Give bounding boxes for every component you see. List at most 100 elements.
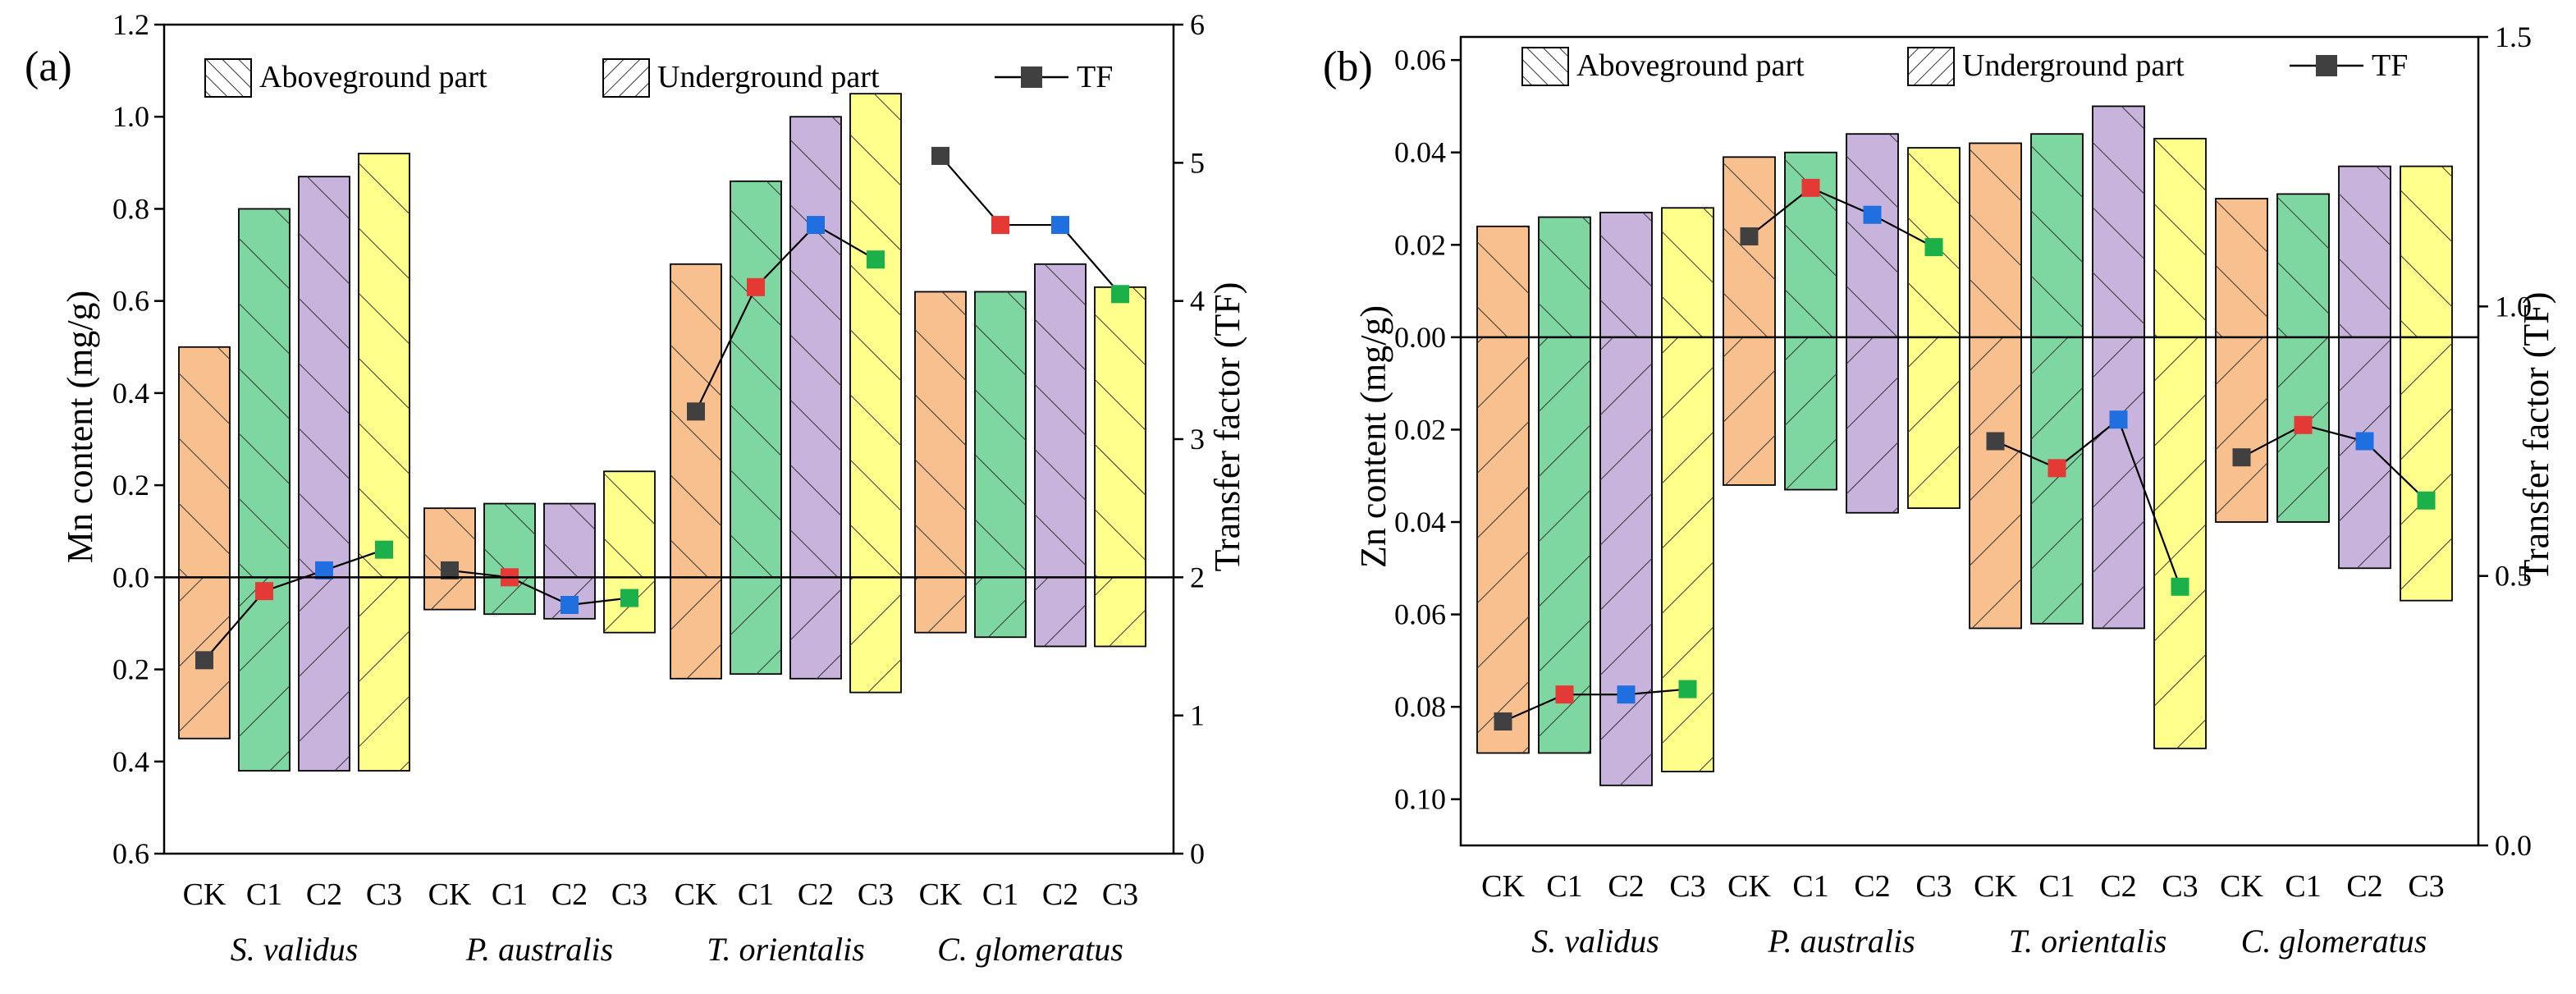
bar-aboveground-hatch [915,291,966,578]
tf-point [2171,577,2189,596]
x-tick-label: C2 [798,877,834,912]
y2-tick-label: 1.0 [2495,290,2532,323]
x-tick-label: C2 [1854,869,1890,904]
x-tick-label: C1 [982,877,1018,912]
tf-point [1494,712,1512,731]
tf-series-line [1503,688,1688,722]
x-tick-label: C1 [2038,869,2075,904]
tf-point [1555,685,1574,704]
x-tick-label: C1 [1792,869,1828,904]
bar-aboveground-hatch [2216,199,2267,337]
y-tick-label: 0.02 [1394,413,1446,446]
y2-tick-label: 1.5 [2495,21,2532,53]
bar-aboveground-hatch [1970,143,2021,337]
y2-axis-label: Transfer factor (TF) [1207,282,1247,572]
bar-aboveground-hatch [1723,157,1775,337]
x-tick-label: CK [2220,869,2263,904]
bar-underground-hatch [790,577,841,679]
bar-underground-hatch [1539,337,1590,754]
tf-series-line [940,155,1121,295]
tf-point [1051,216,1069,235]
y2-axis-label: Transfer factor (TF) [2516,292,2556,582]
bar-aboveground-hatch [179,346,230,578]
tf-point [2048,459,2066,478]
legend-label-underground: Underground part [1962,48,2185,83]
x-tick-label: CK [919,877,963,912]
legend-label-aboveground: Aboveground part [1576,48,1805,83]
bar-underground-hatch [1477,337,1529,754]
bar-underground-hatch [915,577,966,633]
x-tick-label: CK [1727,869,1771,904]
bar-underground-hatch [299,577,350,771]
x-tick-label: CK [183,877,226,912]
y2-tick-label: 2 [1190,561,1205,593]
bar-underground-hatch [2400,337,2452,601]
x-tick-label: CK [1974,869,2017,904]
bar-aboveground-hatch [730,181,781,578]
y2-tick-label: 6 [1190,8,1205,41]
bar-underground-hatch [730,577,781,675]
plot-area: 0.10 0.08 0.06 0.04 0.02 0.00 0.02 0.04 0.06 0.0 0… [1394,21,2532,960]
y-tick-label: 0.2 [112,469,149,502]
tf-point [807,216,825,235]
y-tick-label: 0.4 [112,745,149,778]
y-tick-label: 1.2 [112,8,149,41]
y-tick-label: 0.06 [1394,598,1446,631]
panel-b: (b) Aboveground part Underground part TF… [1323,21,2556,960]
legend-swatch-underground [602,58,650,98]
tf-series-line [449,569,630,607]
bar-underground-hatch [975,577,1026,638]
bar-aboveground-hatch [1539,217,1590,337]
y-axis-label: Zn content (mg/g) [1353,305,1393,568]
x-tick-label: C3 [858,877,894,912]
y-tick-label: 0.8 [112,192,149,225]
x-tick-label: CK [428,877,472,912]
bar-underground-hatch [239,577,290,771]
legend-tf-marker [2316,55,2337,76]
species-label: S. validus [1531,923,1659,960]
bar-aboveground-hatch [484,503,535,578]
tf-point [1863,205,1882,224]
x-tick-label: C2 [1042,877,1078,912]
tf-point [747,277,765,296]
bar-aboveground-hatch [1095,286,1146,578]
bar-underground-hatch [850,577,901,693]
bar-aboveground-hatch [670,263,721,578]
tf-point [375,540,393,559]
x-tick-label: C2 [2100,869,2136,904]
species-label: T. orientalis [707,931,865,968]
legend-label-aboveground: Aboveground part [259,60,487,94]
bar-aboveground-hatch [1600,212,1652,337]
y-tick-label: 0.0 [112,561,149,593]
bar-underground-hatch [2093,337,2144,629]
x-tick-label: C3 [366,877,402,912]
bar-aboveground-hatch [359,153,410,578]
y-tick-label: 0.04 [1394,506,1446,538]
bar-underground-hatch [359,577,410,771]
y2-tick-label: 3 [1190,423,1205,456]
legend-swatch-aboveground [204,58,252,98]
legend-label-underground: Underground part [657,60,880,94]
bar-aboveground-hatch [2277,194,2329,337]
x-tick-label: C1 [492,877,528,912]
legend-label-tf: TF [1077,60,1113,94]
y-axis-label: Mn content (mg/g) [60,291,100,563]
plot-frame [1459,35,2480,847]
x-tick-label: C3 [2162,869,2198,904]
tf-series-line [204,548,385,662]
bar-aboveground-hatch [850,94,901,578]
bar-aboveground-hatch [1662,208,1714,337]
x-tick-label: C1 [738,877,774,912]
bar-underground-hatch [1785,337,1837,490]
bar-underground-hatch [1095,577,1146,647]
y-tick-label: 0.6 [112,285,149,318]
y-tick-label: 0.08 [1394,690,1446,723]
bar-aboveground-hatch [975,291,1026,578]
legend-label-tf: TF [2372,48,2408,83]
bar-aboveground-hatch [1846,134,1898,337]
x-tick-label: C1 [1546,869,1582,904]
y2-tick-label: 1 [1190,699,1205,732]
bar-underground-hatch [2216,337,2267,522]
bar-underground-hatch [670,577,721,679]
tf-point [195,651,213,670]
